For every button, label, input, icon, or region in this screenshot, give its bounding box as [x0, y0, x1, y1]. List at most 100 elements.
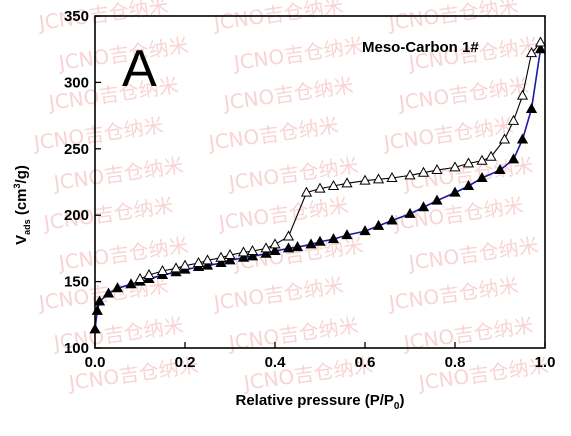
desorption-point: [192, 256, 205, 268]
x-tick-label: 0.6: [355, 354, 376, 371]
adsorption-point: [404, 207, 416, 218]
adsorption-point: [462, 179, 475, 190]
desorption-point: [485, 150, 497, 161]
desorption-point: [201, 254, 214, 265]
desorption-point: [507, 114, 520, 125]
desorption-point: [237, 246, 250, 257]
adsorption-point: [111, 282, 124, 293]
watermark-text: JCNO吉仓纳米: [380, 113, 515, 155]
adsorption-point: [507, 153, 520, 164]
watermark-text: JCNO吉仓纳米: [400, 313, 535, 355]
watermark-text: JCNO吉仓纳米: [220, 73, 355, 115]
desorption-point: [170, 262, 182, 273]
desorption-point: [327, 179, 340, 190]
y-tick-label: 200: [64, 207, 89, 224]
plot-area: [89, 36, 547, 334]
adsorption-point: [224, 254, 236, 265]
watermark-text: JCNO吉仓纳米: [205, 113, 340, 155]
watermark-text: JCNO吉仓纳米: [395, 73, 530, 115]
adsorption-point: [417, 201, 430, 212]
adsorption-point: [372, 219, 385, 230]
desorption-point: [372, 173, 385, 184]
y-axis-title-unit: (cm: [13, 188, 30, 219]
adsorption-point: [327, 233, 340, 244]
y-axis-title-sup: 3: [12, 183, 22, 188]
adsorption-point: [449, 186, 461, 197]
x-tick-label: 0.2: [175, 354, 196, 371]
watermark-text: JCNO吉仓纳米: [405, 233, 540, 275]
y-axis-title-unit-close: /g): [13, 165, 30, 183]
watermark-text: JCNO吉仓纳米: [415, 353, 550, 395]
x-axis-title-sub: 0: [394, 401, 400, 412]
watermark-text: JCNO吉仓纳米: [225, 313, 360, 355]
x-axis-title-close: ): [399, 392, 404, 409]
watermark-text: JCNO吉仓纳米: [210, 0, 345, 35]
adsorption-point: [305, 238, 317, 249]
x-axis-title: Relative pressure (P/P0): [236, 392, 405, 412]
adsorption-point: [260, 247, 272, 258]
desorption-point: [359, 174, 371, 185]
panel-label: A: [122, 40, 157, 98]
adsorption-point: [525, 102, 538, 113]
watermark-text: JCNO吉仓纳米: [215, 193, 350, 235]
adsorption-point: [314, 235, 326, 246]
adsorption-point: [125, 278, 137, 289]
y-tick-label: 350: [64, 8, 89, 25]
adsorption-point: [246, 250, 259, 261]
watermark-text: JCNO吉仓纳米: [50, 153, 185, 195]
y-tick-label: 300: [64, 74, 89, 91]
adsorption-point: [291, 241, 304, 252]
watermark-text: JCNO吉仓纳米: [385, 273, 520, 315]
watermark-text: JCNO吉仓纳米: [55, 233, 190, 275]
x-tick-label: 1.0: [535, 354, 556, 371]
desorption-point: [534, 36, 547, 47]
watermark-text: JCNO吉仓纳米: [385, 0, 520, 35]
desorption-point: [516, 89, 529, 100]
y-tick-label: 150: [64, 274, 89, 291]
adsorption-point: [534, 43, 547, 54]
x-tick-label: 0.8: [445, 354, 466, 371]
desorption-point: [269, 238, 281, 249]
adsorption-point: [237, 251, 250, 262]
desorption-point: [386, 171, 398, 183]
adsorption-point: [476, 171, 488, 183]
y-tick-label: 250: [64, 141, 89, 158]
desorption-point: [525, 47, 538, 58]
adsorption-point: [93, 295, 106, 306]
adsorption-point: [431, 194, 443, 205]
x-axis: 0.0 0.2 0.4 0.6 0.8 1.0: [85, 342, 556, 371]
desorption-point: [224, 249, 236, 260]
desorption-point: [134, 272, 146, 283]
desorption-point: [156, 264, 169, 275]
x-axis-title-main: Relative pressure (P/P: [236, 392, 394, 409]
y-axis: 100 150 200 250 300 350: [64, 8, 101, 357]
adsorption-point: [494, 164, 506, 175]
adsorption-point: [359, 225, 371, 236]
adsorption-point: [386, 214, 398, 225]
desorption-point: [215, 251, 227, 262]
adsorption-point: [282, 242, 295, 253]
desorption-point: [417, 166, 430, 177]
y-tick-label: 100: [64, 340, 89, 357]
adsorption-point: [102, 287, 115, 298]
watermark-text: JCNO吉仓纳米: [40, 193, 175, 235]
desorption-point: [260, 242, 272, 253]
desorption-point: [449, 161, 461, 172]
adsorption-point: [516, 133, 529, 144]
x-tick-label: 0.4: [265, 354, 287, 371]
adsorption-point: [215, 256, 227, 268]
desorption-point: [314, 182, 326, 193]
desorption-point: [282, 230, 295, 241]
desorption-point: [498, 133, 511, 144]
watermark-text: JCNO吉仓纳米: [225, 153, 360, 195]
desorption-point: [300, 186, 313, 197]
y-axis-title: Vads (cm3/g): [12, 165, 32, 245]
desorption-point: [246, 245, 259, 256]
desorption-point: [179, 259, 191, 270]
desorption-point: [341, 177, 353, 188]
watermark-text: JCNO吉仓纳米: [210, 273, 345, 315]
watermark-text: JCNO吉仓纳米: [35, 0, 170, 35]
desorption-point: [431, 164, 443, 175]
